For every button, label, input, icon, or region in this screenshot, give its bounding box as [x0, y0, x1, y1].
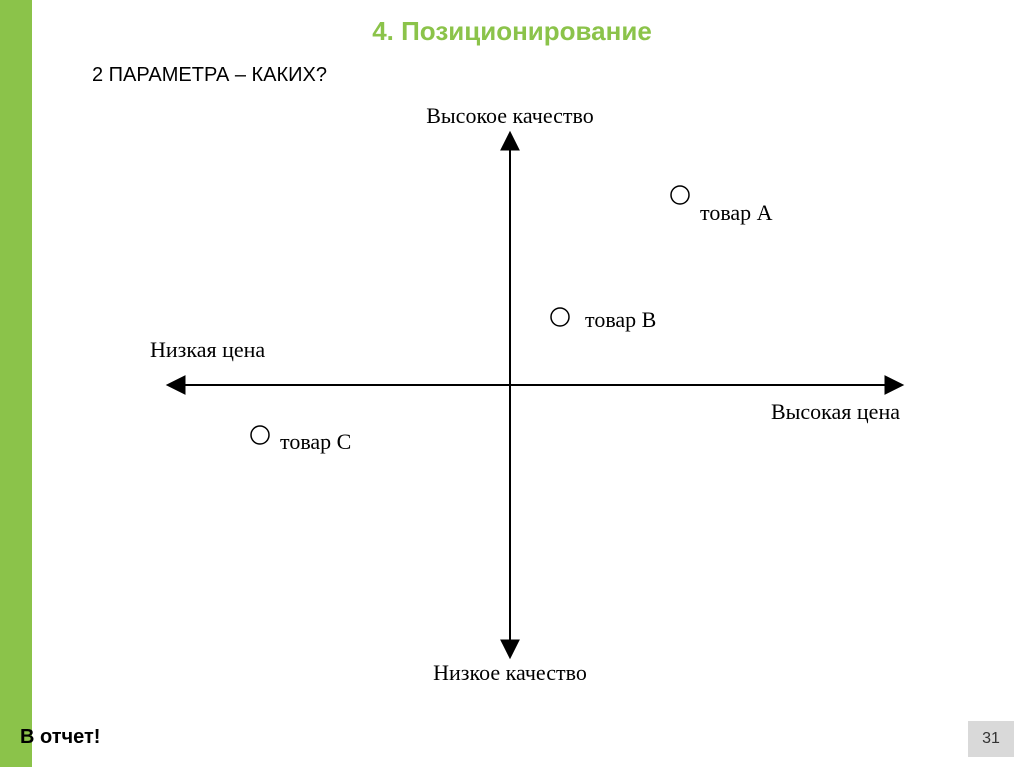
point-label-B: товар В: [585, 307, 656, 332]
accent-left-bar: [0, 0, 32, 767]
axis-label-top: Высокое качество: [426, 103, 594, 128]
axis-label-left: Низкая цена: [150, 337, 265, 362]
slide-subtitle: 2 ПАРАМЕТРА – КАКИХ?: [92, 64, 327, 87]
footer-note: В отчет!: [20, 726, 100, 749]
page-number: 31: [982, 730, 1000, 748]
axis-label-bottom: Низкое качество: [433, 660, 587, 685]
slide-title: 4. Позиционирование: [0, 16, 1024, 47]
axis-label-right: Высокая цена: [771, 399, 900, 424]
point-marker-C: [251, 426, 269, 444]
point-marker-A: [671, 186, 689, 204]
chart-svg: Высокое качество Низкое качество Низкая …: [120, 95, 920, 685]
positioning-chart: Высокое качество Низкое качество Низкая …: [120, 95, 920, 685]
page-number-box: 31: [968, 721, 1014, 757]
point-label-C: товар С: [280, 429, 351, 454]
slide: 4. Позиционирование 2 ПАРАМЕТРА – КАКИХ?…: [0, 0, 1024, 767]
point-label-A: товар А: [700, 200, 773, 225]
point-marker-B: [551, 308, 569, 326]
